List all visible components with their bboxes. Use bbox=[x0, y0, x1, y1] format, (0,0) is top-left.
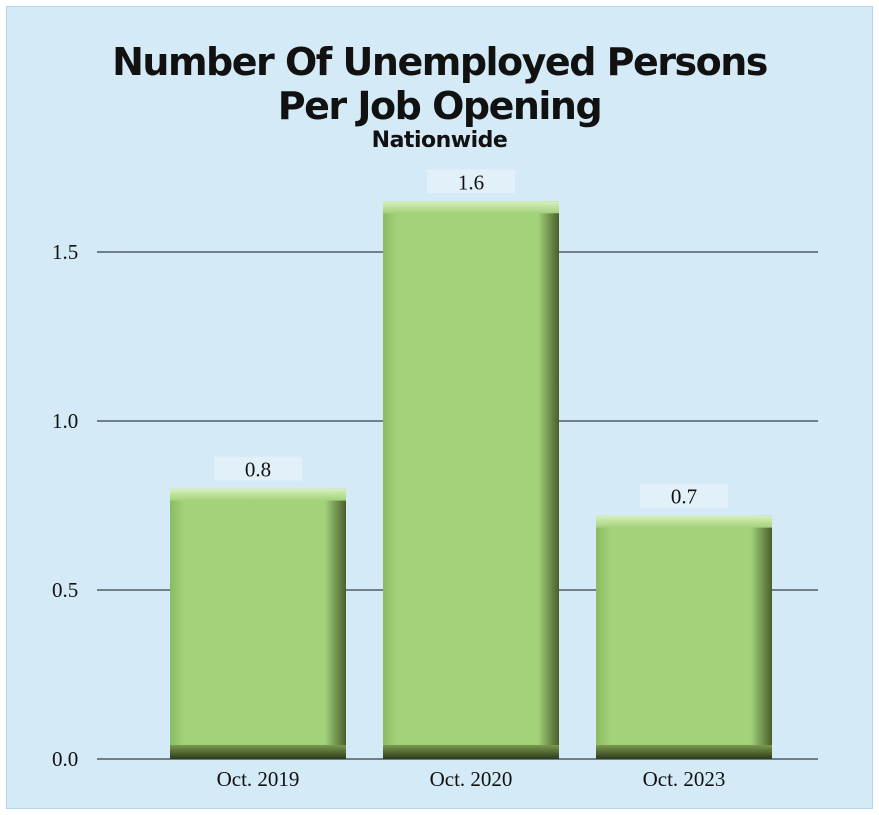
bar-body bbox=[383, 201, 559, 760]
value-label: 0.8 bbox=[245, 458, 271, 482]
bar bbox=[383, 201, 559, 760]
value-label-box bbox=[640, 483, 728, 508]
value-label-box bbox=[427, 169, 515, 194]
bar-top-bevel bbox=[170, 488, 346, 501]
y-tick-label: 1.5 bbox=[52, 240, 78, 264]
value-label: 1.6 bbox=[458, 170, 484, 194]
bar-top-bevel bbox=[596, 515, 772, 528]
x-category-label: Oct. 2019 bbox=[217, 767, 300, 791]
bar-body bbox=[596, 515, 772, 759]
chart-title: Number Of Unemployed Persons bbox=[112, 40, 768, 84]
bar-bottom-bevel bbox=[170, 745, 346, 759]
x-category-label: Oct. 2020 bbox=[430, 767, 513, 791]
bar-top-bevel bbox=[383, 201, 559, 214]
value-label-box bbox=[214, 456, 302, 481]
y-tick-label: 0.5 bbox=[52, 578, 78, 602]
bar-bottom-bevel bbox=[596, 745, 772, 759]
y-tick-label: 1.0 bbox=[52, 409, 78, 433]
chart-subtitle: Nationwide bbox=[371, 128, 508, 153]
bar-bottom-bevel bbox=[383, 745, 559, 759]
chart-title-line2: Per Job Opening bbox=[277, 84, 603, 128]
bar bbox=[596, 515, 772, 759]
value-label: 0.7 bbox=[671, 485, 697, 509]
bar-body bbox=[170, 488, 346, 759]
y-tick-label: 0.0 bbox=[52, 747, 78, 771]
bar bbox=[170, 488, 346, 759]
x-category-label: Oct. 2023 bbox=[643, 767, 726, 791]
